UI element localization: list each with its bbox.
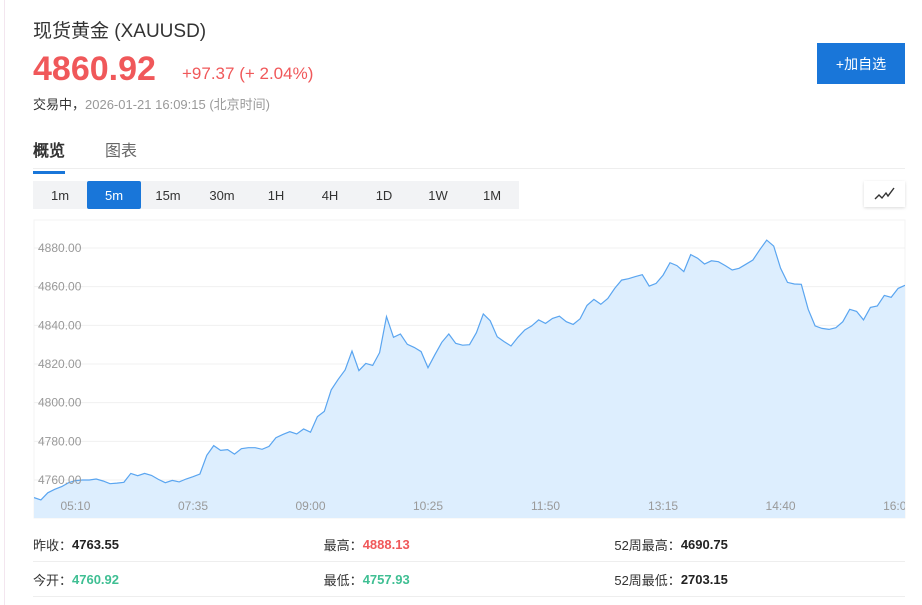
x-tick-label: 05:10 [60, 499, 90, 513]
period-1h[interactable]: 1H [267, 187, 285, 203]
page-edge [4, 0, 5, 605]
period-30m[interactable]: 30m [209, 187, 235, 203]
x-tick-label: 14:40 [766, 499, 796, 513]
stat-high: 最高： 4888.13 [323, 527, 615, 562]
period-1m[interactable]: 1m [50, 187, 70, 203]
timestamp: 2026-01-21 16:09:15 (北京时间) [85, 97, 270, 112]
stat-open: 今开： 4760.92 [33, 562, 324, 597]
x-tick-label: 13:15 [648, 499, 678, 513]
current-price: 4860.92 [33, 50, 156, 88]
y-tick-label: 4800.00 [38, 396, 82, 410]
divider [33, 168, 905, 169]
stat-prev-close: 昨收： 4763.55 [33, 527, 324, 562]
period-1mo[interactable]: 1M [482, 187, 502, 203]
stats-row: 今开： 4760.92 最低： 4757.93 52周最低： 2703.15 [33, 562, 906, 597]
add-watchlist-button[interactable]: +加自选 [817, 43, 905, 84]
period-1w[interactable]: 1W [428, 187, 448, 203]
y-tick-label: 4860.00 [38, 280, 82, 294]
tab-chart[interactable]: 图表 [105, 143, 138, 160]
price-area [34, 240, 905, 518]
price-line [34, 239, 905, 501]
x-tick-label: 07:35 [178, 499, 208, 513]
chart-type-button[interactable] [864, 181, 905, 207]
period-5m[interactable]: 5m [87, 181, 141, 209]
y-tick-label: 4760.00 [38, 473, 82, 487]
x-tick-label: 16:05 [883, 499, 913, 513]
y-tick-label: 4780.00 [38, 434, 82, 448]
stats-table: 昨收： 4763.55 最高： 4888.13 52周最高： 4690.75 今开： 4… [33, 527, 906, 597]
stat-52w-high: 52周最高： 4690.75 [614, 527, 906, 562]
line-chart-icon [874, 187, 895, 200]
y-tick-label: 4820.00 [38, 357, 82, 371]
price-change: +97.37 (+ 2.04%) [182, 64, 314, 83]
period-selector: 1m 5m 15m 30m 1H 4H 1D 1W 1M [33, 181, 519, 209]
period-4h[interactable]: 4H [321, 187, 339, 203]
x-tick-label: 10:25 [413, 499, 443, 513]
y-tick-label: 4840.00 [38, 318, 82, 332]
stats-row: 昨收： 4763.55 最高： 4888.13 52周最高： 4690.75 [33, 527, 906, 562]
tabs: 概览 图表 [33, 137, 137, 174]
price-chart: 05:10 07:35 09:00 10:25 11:50 13:15 14:40 16:05… [33, 219, 913, 519]
status-text: 交易中， [33, 97, 86, 112]
period-15m[interactable]: 15m [155, 187, 181, 203]
trade-status: 交易中，2026-01-21 16:09:15 (北京时间) [33, 94, 270, 113]
tab-overview[interactable]: 概览 [33, 137, 66, 174]
stat-low: 最低： 4757.93 [323, 562, 615, 597]
x-tick-label: 09:00 [295, 499, 325, 513]
page-title: 现货黄金 (XAUUSD) [33, 21, 207, 42]
y-tick-label: 4880.00 [38, 241, 82, 255]
period-1d[interactable]: 1D [375, 187, 393, 203]
x-tick-label: 11:50 [531, 499, 560, 513]
stat-52w-low: 52周最低： 2703.15 [614, 562, 906, 597]
